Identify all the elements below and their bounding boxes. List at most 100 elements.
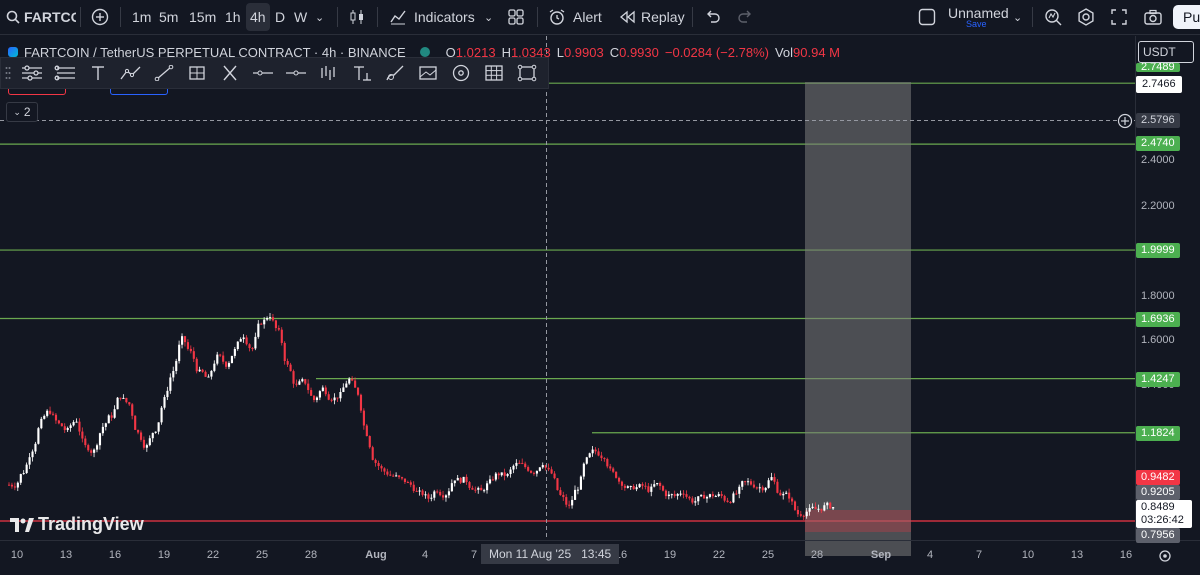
time-tick: 4 <box>421 549 429 561</box>
candle-body <box>600 455 603 459</box>
path-tool-icon[interactable] <box>114 58 147 88</box>
candle-body <box>230 355 234 364</box>
indicators-button[interactable]: Indicators <box>414 9 475 25</box>
frame-tool-icon[interactable] <box>510 58 543 88</box>
candle-body <box>301 379 304 382</box>
time-tick: 22 <box>712 549 726 561</box>
camera-icon[interactable] <box>1144 0 1162 34</box>
circle-target-icon[interactable] <box>444 58 477 88</box>
candle-body <box>547 467 550 470</box>
trend-line-icon[interactable] <box>147 58 180 88</box>
alarm-clock-icon[interactable] <box>548 0 566 34</box>
interval-5m[interactable]: 5m <box>159 9 179 25</box>
candle-body <box>735 493 738 495</box>
layout-name[interactable]: Unnamed <box>948 5 1009 21</box>
candle-body <box>597 451 600 456</box>
candle-body <box>667 494 670 497</box>
price-label-high: 0.9482 <box>1136 470 1180 485</box>
chevron-down-icon[interactable]: ⌄ <box>1013 11 1023 24</box>
layout-save-hint[interactable]: Save <box>966 19 987 29</box>
layouts-icon[interactable] <box>508 0 524 34</box>
gear-icon[interactable] <box>1077 0 1095 34</box>
candle-body <box>31 451 34 458</box>
candle-body <box>717 494 720 497</box>
candle-body <box>128 402 131 405</box>
chevron-down-icon[interactable]: ⌄ <box>484 11 494 24</box>
currency-select[interactable]: USDT <box>1138 41 1194 63</box>
publish-button[interactable]: Pu <box>1173 5 1200 29</box>
candles-icon[interactable] <box>348 0 366 34</box>
indicators-icon[interactable] <box>389 0 407 34</box>
candle-body <box>110 415 113 418</box>
candle-body <box>412 484 415 491</box>
candle-body <box>113 409 116 418</box>
alert-button[interactable]: Alert <box>573 9 602 25</box>
horizontal-ray-icon[interactable] <box>279 58 312 88</box>
symbol-search-button[interactable]: FARTCOI <box>24 9 76 25</box>
candle-body <box>576 489 580 491</box>
redo-icon[interactable] <box>737 0 753 34</box>
symbol-title[interactable]: FARTCOIN / TetherUS PERPETUAL CONTRACT ·… <box>24 44 406 60</box>
horizontal-line-icon[interactable] <box>246 58 279 88</box>
candle-body <box>497 473 500 476</box>
chevron-down-icon[interactable]: ⌄ <box>315 11 325 24</box>
time-axis-settings-icon[interactable] <box>1159 550 1171 562</box>
crosshair-plus-icon[interactable] <box>1117 113 1133 129</box>
add-symbol-icon[interactable] <box>91 0 109 34</box>
candle-body <box>8 484 11 486</box>
interval-4h[interactable]: 4h <box>246 3 270 31</box>
tradingview-logo[interactable]: TradingView <box>10 514 144 535</box>
fullscreen-icon[interactable] <box>1111 0 1127 34</box>
candle-body <box>673 494 676 496</box>
collapse-indicators-button[interactable]: ⌄ 2 <box>6 102 38 122</box>
horizontal-ray-tools-icon[interactable] <box>48 58 81 88</box>
rewind-icon[interactable] <box>619 0 635 34</box>
candle-body <box>447 491 451 496</box>
search-icon[interactable] <box>6 0 20 34</box>
undo-icon[interactable] <box>705 0 721 34</box>
candle-body <box>571 499 574 506</box>
replay-button[interactable]: Replay <box>641 9 685 25</box>
candle-body <box>641 484 644 486</box>
bars-pattern-icon[interactable] <box>312 58 345 88</box>
interval-1m[interactable]: 1m <box>132 9 152 25</box>
candle-body <box>518 462 521 464</box>
brush-tool-icon[interactable] <box>378 58 411 88</box>
candle-body <box>266 317 269 320</box>
candle-body <box>315 397 319 401</box>
quick-search-icon[interactable] <box>1044 0 1062 34</box>
anchored-text-icon[interactable] <box>345 58 378 88</box>
price-chart[interactable] <box>0 36 1200 575</box>
text-tool-icon[interactable] <box>81 58 114 88</box>
candle-body <box>213 363 216 371</box>
drag-handle-icon[interactable] <box>1 58 15 88</box>
candle-body <box>134 415 137 430</box>
candle-body <box>820 508 823 511</box>
candle-body <box>72 422 75 426</box>
interval-15m[interactable]: 15m <box>189 9 217 25</box>
layout-square-icon[interactable] <box>918 0 936 34</box>
candle-body <box>776 481 779 493</box>
settings-sliders-icon[interactable] <box>15 58 48 88</box>
candle-body <box>37 428 40 444</box>
candle-body <box>647 486 650 492</box>
interval-w[interactable]: W <box>294 9 308 25</box>
candle-body <box>474 489 477 491</box>
candle-body <box>811 506 814 508</box>
time-tick: 10 <box>10 549 24 561</box>
price-label-level: 1.9999 <box>1136 243 1180 258</box>
rectangle-tool-icon[interactable] <box>180 58 213 88</box>
candle-body <box>697 496 700 502</box>
candle-body <box>248 344 251 349</box>
x-tool-icon[interactable] <box>213 58 246 88</box>
candle-body <box>93 449 96 453</box>
candle-body <box>119 397 122 399</box>
time-tick: 22 <box>206 549 220 561</box>
candle-body <box>107 415 110 424</box>
grid-tool-icon[interactable] <box>477 58 510 88</box>
interval-1h[interactable]: 1h <box>225 9 241 25</box>
high-value: 1.0343 <box>510 44 551 60</box>
candle-body <box>656 483 659 485</box>
interval-d[interactable]: D <box>275 9 286 25</box>
image-tool-icon[interactable] <box>411 58 444 88</box>
